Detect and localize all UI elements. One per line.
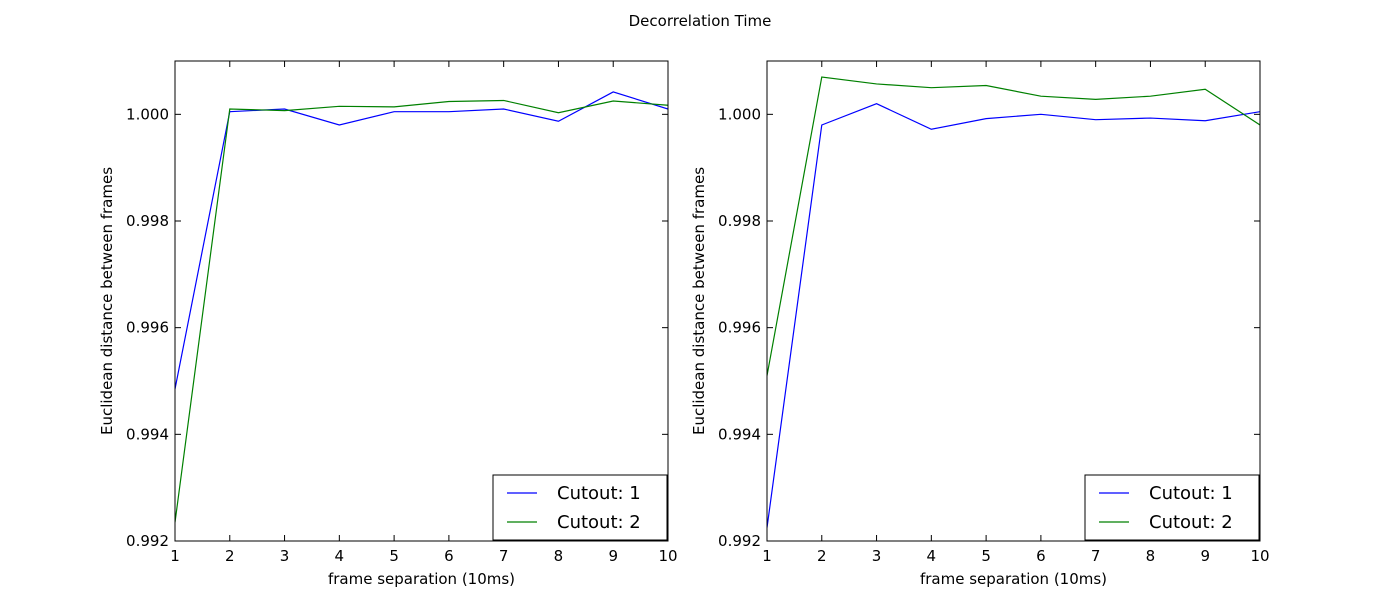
x-tick-label: 1 bbox=[762, 547, 772, 565]
axes-frame bbox=[766, 60, 1261, 542]
y-tick-label: 0.994 bbox=[718, 425, 761, 443]
x-axis-label: frame separation (10ms) bbox=[328, 570, 515, 588]
series-line-1 bbox=[767, 103, 1260, 528]
x-axis-label: frame separation (10ms) bbox=[920, 570, 1107, 588]
y-tick-label: 1.000 bbox=[718, 105, 761, 123]
x-tick-label: 3 bbox=[280, 547, 290, 565]
legend-box bbox=[1084, 474, 1260, 541]
x-tick-label: 1 bbox=[170, 547, 180, 565]
x-tick-label: 8 bbox=[554, 547, 564, 565]
x-tick-label: 4 bbox=[927, 547, 937, 565]
plot-1: 1 2 3 4 5 6 7 8 9 10 0.992 0.994 0.996 0.998 1.000 fram… bbox=[98, 60, 678, 588]
series-line-2 bbox=[767, 76, 1260, 376]
legend: Cutout: 1 Cutout: 2 bbox=[492, 474, 668, 541]
y-tick-label: 0.996 bbox=[126, 319, 169, 337]
legend-label-2: Cutout: 2 bbox=[557, 512, 641, 533]
x-tick-label: 2 bbox=[817, 547, 827, 565]
legend-box bbox=[492, 474, 668, 541]
x-tick-label: 6 bbox=[444, 547, 454, 565]
plot-2: 1 2 3 4 5 6 7 8 9 10 0.992 0.994 0.996 0.998 1.000 fram… bbox=[690, 60, 1270, 588]
plot-area bbox=[767, 61, 1260, 541]
plot-area bbox=[175, 61, 668, 541]
x-tick-label: 10 bbox=[658, 547, 677, 565]
x-tick-label: 7 bbox=[1091, 547, 1101, 565]
x-tick-label: 7 bbox=[499, 547, 509, 565]
figure-title: Decorrelation Time bbox=[629, 12, 772, 30]
series-group bbox=[175, 91, 668, 523]
y-tick-label: 1.000 bbox=[126, 105, 169, 123]
y-tick-label: 0.992 bbox=[718, 532, 761, 550]
x-tick-label: 8 bbox=[1146, 547, 1156, 565]
x-tick-label: 2 bbox=[225, 547, 235, 565]
y-axis-label: Euclidean distance between frames bbox=[690, 167, 708, 435]
y-tick-label: 0.994 bbox=[126, 425, 169, 443]
y-tick-label: 0.998 bbox=[718, 212, 761, 230]
series-group bbox=[767, 76, 1260, 528]
y-tick-label: 0.992 bbox=[126, 532, 169, 550]
x-tick-label: 5 bbox=[981, 547, 991, 565]
x-tick-label: 4 bbox=[335, 547, 345, 565]
x-tick-label: 10 bbox=[1250, 547, 1269, 565]
legend-label-1: Cutout: 1 bbox=[557, 483, 641, 504]
y-tick-label: 0.996 bbox=[718, 319, 761, 337]
legend: Cutout: 1 Cutout: 2 bbox=[1084, 474, 1260, 541]
x-tick-label: 9 bbox=[1200, 547, 1210, 565]
series-line-2 bbox=[175, 99, 668, 523]
legend-label-2: Cutout: 2 bbox=[1149, 512, 1233, 533]
x-tick-label: 9 bbox=[608, 547, 618, 565]
y-axis-label: Euclidean distance between frames bbox=[98, 167, 116, 435]
x-tick-label: 6 bbox=[1036, 547, 1046, 565]
plots-container: 1 2 3 4 5 6 7 8 9 10 0.992 0.994 0.996 0.998 1.000 fram… bbox=[98, 60, 1270, 588]
axes-frame bbox=[174, 60, 669, 542]
y-tick-label: 0.998 bbox=[126, 212, 169, 230]
x-tick-label: 5 bbox=[389, 547, 399, 565]
legend-label-1: Cutout: 1 bbox=[1149, 483, 1233, 504]
x-tick-label: 3 bbox=[872, 547, 882, 565]
